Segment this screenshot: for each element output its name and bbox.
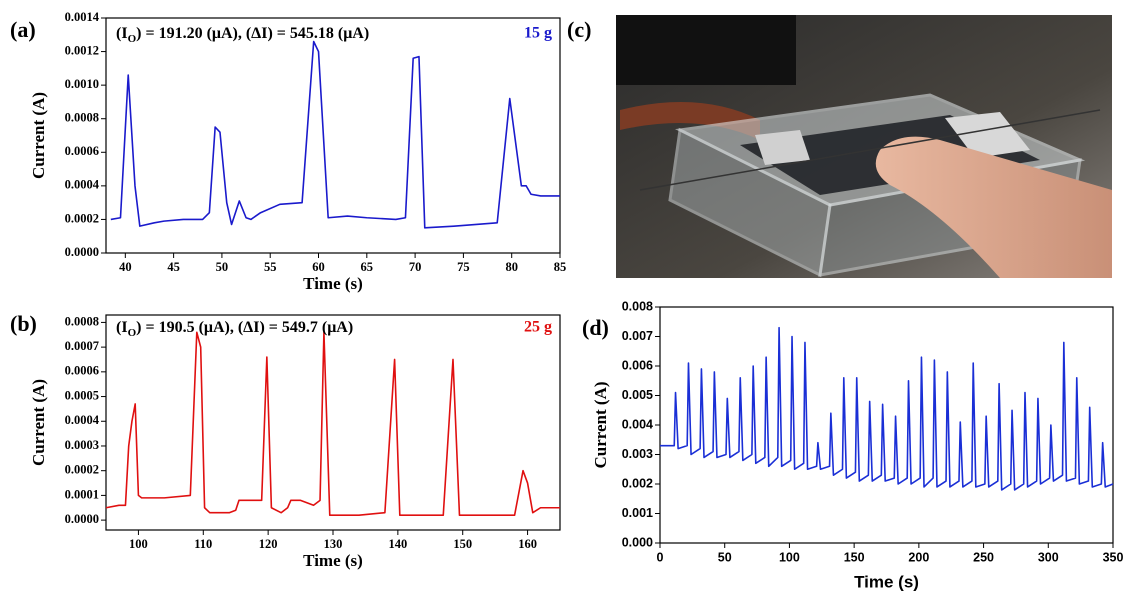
y-axis-title: Current (A) xyxy=(29,92,48,179)
data-line xyxy=(110,40,560,229)
annotation: (IO) = 191.20 (μA), (ΔI) = 545.18 (μA) xyxy=(116,25,369,45)
x-tick-label: 100 xyxy=(779,550,800,564)
y-tick-label: 0.000 xyxy=(622,535,653,549)
x-tick-label: 65 xyxy=(361,260,374,274)
y-tick-label: 0.003 xyxy=(622,447,653,461)
photo-finger xyxy=(875,136,1112,278)
x-tick-label: 150 xyxy=(844,550,865,564)
y-tick-label: 0.0010 xyxy=(65,77,99,91)
x-tick-label: 120 xyxy=(259,537,278,551)
panel-label: (c) xyxy=(567,17,591,42)
y-tick-label: 0.004 xyxy=(622,417,653,431)
y-tick-label: 0.006 xyxy=(622,358,653,372)
y-tick-label: 0.0001 xyxy=(65,487,99,501)
y-axis-title: Current (A) xyxy=(591,381,610,468)
data-line xyxy=(660,326,1114,491)
annotation-part: O xyxy=(128,33,137,45)
y-tick-label: 0.008 xyxy=(622,299,653,313)
photo-electrode xyxy=(755,130,810,165)
y-tick-label: 0.0012 xyxy=(65,43,99,57)
x-tick-label: 70 xyxy=(409,260,422,274)
load-label: 25 g xyxy=(524,319,552,336)
x-tick-label: 0 xyxy=(657,550,664,564)
x-tick-label: 350 xyxy=(1103,550,1124,564)
load-label: 15 g xyxy=(524,25,552,42)
plot-frame xyxy=(105,314,561,531)
annotation-part: ) = 191.20 (μA), (ΔI) = 545.18 (μA) xyxy=(136,25,369,42)
y-tick-label: 0.0008 xyxy=(65,111,99,125)
annotation-part: (I xyxy=(116,319,128,336)
x-tick-label: 110 xyxy=(194,537,212,551)
photo-electrode xyxy=(945,112,1030,158)
y-tick-label: 0.002 xyxy=(622,476,653,490)
data-line xyxy=(105,331,560,516)
x-tick-label: 250 xyxy=(973,550,994,564)
y-tick-label: 0.0004 xyxy=(65,178,100,192)
panel-label: (b) xyxy=(10,311,37,336)
x-tick-label: 50 xyxy=(216,260,229,274)
panel-label: (d) xyxy=(582,315,609,340)
x-tick-label: 200 xyxy=(908,550,929,564)
photo: (c) xyxy=(567,15,1112,278)
x-tick-label: 75 xyxy=(457,260,470,274)
photo-wire xyxy=(639,109,1101,191)
y-tick-label: 0.0002 xyxy=(65,463,99,477)
y-tick-label: 0.0002 xyxy=(65,211,99,225)
x-tick-label: 140 xyxy=(388,537,407,551)
y-tick-label: 0.007 xyxy=(622,329,653,343)
y-axis-title: Current (A) xyxy=(29,379,48,466)
y-tick-label: 0.001 xyxy=(622,506,653,520)
plot-frame xyxy=(105,17,561,254)
panel-label: (a) xyxy=(10,17,36,42)
x-tick-label: 130 xyxy=(324,537,343,551)
y-tick-label: 0.0006 xyxy=(65,144,99,158)
x-axis-title: Time (s) xyxy=(303,551,363,570)
y-tick-label: 0.0005 xyxy=(65,388,99,402)
y-tick-label: 0.0004 xyxy=(65,413,100,427)
x-axis-title: Time (s) xyxy=(854,572,919,591)
x-tick-label: 160 xyxy=(518,537,537,551)
x-tick-label: 100 xyxy=(129,537,148,551)
annotation: (IO) = 190.5 (μA), (ΔI) = 549.7 (μA) xyxy=(116,319,353,339)
x-tick-label: 40 xyxy=(119,260,132,274)
y-tick-label: 0.0014 xyxy=(65,10,100,24)
y-tick-label: 0.0000 xyxy=(65,512,99,526)
x-tick-label: 300 xyxy=(1038,550,1059,564)
annotation-part: O xyxy=(128,327,137,339)
x-tick-label: 45 xyxy=(167,260,180,274)
annotation-part: ) = 190.5 (μA), (ΔI) = 549.7 (μA) xyxy=(136,319,353,336)
x-tick-label: 55 xyxy=(264,260,277,274)
x-axis-title: Time (s) xyxy=(303,274,363,293)
y-tick-label: 0.005 xyxy=(622,388,653,402)
x-tick-label: 150 xyxy=(453,537,472,551)
y-tick-label: 0.0003 xyxy=(65,438,99,452)
photo-tube xyxy=(620,102,760,140)
x-tick-label: 85 xyxy=(554,260,567,274)
x-tick-label: 80 xyxy=(505,260,518,274)
y-tick-label: 0.0000 xyxy=(65,245,99,259)
y-tick-label: 0.0008 xyxy=(65,314,99,328)
x-tick-label: 60 xyxy=(312,260,325,274)
x-tick-label: 50 xyxy=(718,550,732,564)
photo-device xyxy=(616,15,796,85)
annotation-part: (I xyxy=(116,25,128,42)
y-tick-label: 0.0006 xyxy=(65,364,99,378)
y-tick-label: 0.0007 xyxy=(65,339,99,353)
